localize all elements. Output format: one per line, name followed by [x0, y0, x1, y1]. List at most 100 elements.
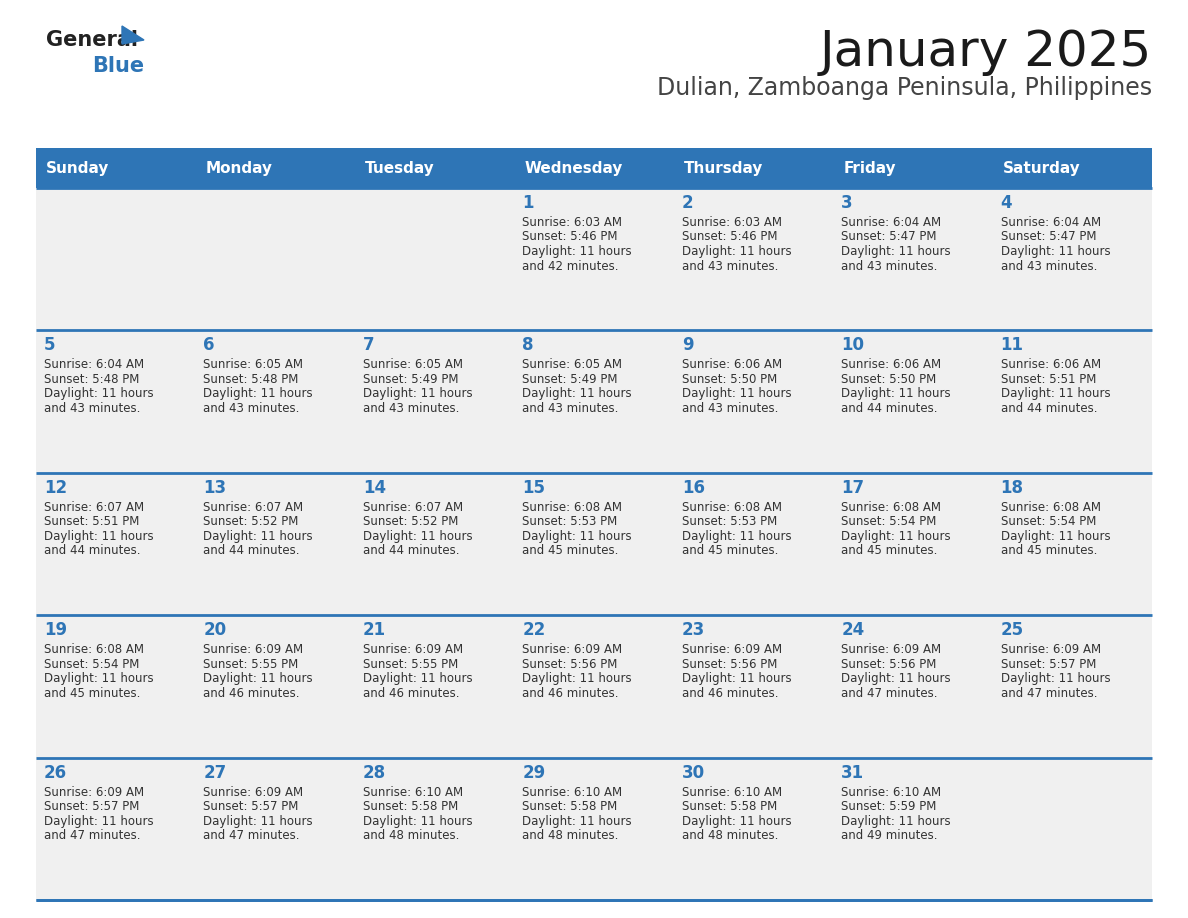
Bar [196, 188, 355, 330]
Text: 11: 11 [1000, 336, 1024, 354]
Text: and 43 minutes.: and 43 minutes. [362, 402, 460, 415]
Text: and 47 minutes.: and 47 minutes. [841, 687, 937, 700]
Bar [674, 330, 833, 473]
Text: Sunset: 5:57 PM: Sunset: 5:57 PM [44, 800, 139, 813]
Text: 22: 22 [523, 621, 545, 639]
Text: Sunset: 5:50 PM: Sunset: 5:50 PM [682, 373, 777, 386]
Bar [355, 188, 514, 330]
Text: Sunrise: 6:05 AM: Sunrise: 6:05 AM [203, 358, 303, 372]
Text: 10: 10 [841, 336, 864, 354]
Text: and 43 minutes.: and 43 minutes. [44, 402, 140, 415]
Text: 20: 20 [203, 621, 227, 639]
Text: Sunrise: 6:06 AM: Sunrise: 6:06 AM [841, 358, 941, 372]
Text: Sunrise: 6:08 AM: Sunrise: 6:08 AM [1000, 501, 1100, 514]
Text: Daylight: 11 hours: Daylight: 11 hours [362, 387, 473, 400]
Text: 12: 12 [44, 479, 68, 497]
Text: Daylight: 11 hours: Daylight: 11 hours [203, 387, 314, 400]
Text: Sunrise: 6:03 AM: Sunrise: 6:03 AM [523, 216, 623, 229]
Bar [833, 615, 992, 757]
Text: Daylight: 11 hours: Daylight: 11 hours [523, 387, 632, 400]
Text: Sunset: 5:55 PM: Sunset: 5:55 PM [203, 657, 298, 671]
Text: Daylight: 11 hours: Daylight: 11 hours [362, 672, 473, 685]
Text: Sunset: 5:52 PM: Sunset: 5:52 PM [203, 515, 299, 528]
Text: and 44 minutes.: and 44 minutes. [1000, 402, 1097, 415]
Bar [196, 473, 355, 615]
Text: Sunrise: 6:09 AM: Sunrise: 6:09 AM [841, 644, 941, 656]
Text: Sunset: 5:56 PM: Sunset: 5:56 PM [523, 657, 618, 671]
Text: 25: 25 [1000, 621, 1024, 639]
Text: 17: 17 [841, 479, 864, 497]
Bar [833, 473, 992, 615]
Text: Sunrise: 6:07 AM: Sunrise: 6:07 AM [362, 501, 463, 514]
Text: Sunset: 5:52 PM: Sunset: 5:52 PM [362, 515, 459, 528]
Text: Sunrise: 6:07 AM: Sunrise: 6:07 AM [203, 501, 304, 514]
Text: and 45 minutes.: and 45 minutes. [682, 544, 778, 557]
Text: and 46 minutes.: and 46 minutes. [203, 687, 299, 700]
Bar [196, 330, 355, 473]
Text: Daylight: 11 hours: Daylight: 11 hours [523, 672, 632, 685]
Text: Sunset: 5:46 PM: Sunset: 5:46 PM [682, 230, 777, 243]
Text: and 44 minutes.: and 44 minutes. [44, 544, 140, 557]
Text: Daylight: 11 hours: Daylight: 11 hours [682, 245, 791, 258]
Text: Sunset: 5:46 PM: Sunset: 5:46 PM [523, 230, 618, 243]
Text: Sunrise: 6:09 AM: Sunrise: 6:09 AM [44, 786, 144, 799]
Bar [514, 188, 674, 330]
Text: Daylight: 11 hours: Daylight: 11 hours [203, 530, 314, 543]
Text: Daylight: 11 hours: Daylight: 11 hours [682, 530, 791, 543]
Text: Sunrise: 6:10 AM: Sunrise: 6:10 AM [682, 786, 782, 799]
Bar [833, 757, 992, 900]
Bar [992, 615, 1152, 757]
Text: Daylight: 11 hours: Daylight: 11 hours [44, 672, 153, 685]
Text: Sunset: 5:58 PM: Sunset: 5:58 PM [523, 800, 618, 813]
Text: and 43 minutes.: and 43 minutes. [523, 402, 619, 415]
Text: Daylight: 11 hours: Daylight: 11 hours [44, 387, 153, 400]
Text: 30: 30 [682, 764, 704, 781]
Text: and 48 minutes.: and 48 minutes. [523, 829, 619, 842]
Text: 31: 31 [841, 764, 864, 781]
Text: and 43 minutes.: and 43 minutes. [203, 402, 299, 415]
Text: Sunset: 5:56 PM: Sunset: 5:56 PM [841, 657, 936, 671]
Text: Daylight: 11 hours: Daylight: 11 hours [1000, 387, 1111, 400]
Text: Daylight: 11 hours: Daylight: 11 hours [841, 245, 950, 258]
Text: Daylight: 11 hours: Daylight: 11 hours [523, 530, 632, 543]
Text: 24: 24 [841, 621, 865, 639]
Bar [674, 188, 833, 330]
Bar [674, 615, 833, 757]
Text: Sunset: 5:57 PM: Sunset: 5:57 PM [1000, 657, 1097, 671]
Text: Daylight: 11 hours: Daylight: 11 hours [523, 245, 632, 258]
Bar [833, 330, 992, 473]
Bar [355, 330, 514, 473]
Text: 21: 21 [362, 621, 386, 639]
Text: Sunrise: 6:10 AM: Sunrise: 6:10 AM [362, 786, 463, 799]
Text: 2: 2 [682, 194, 694, 212]
Text: Sunset: 5:49 PM: Sunset: 5:49 PM [362, 373, 459, 386]
Text: Sunset: 5:58 PM: Sunset: 5:58 PM [682, 800, 777, 813]
Text: Sunset: 5:51 PM: Sunset: 5:51 PM [1000, 373, 1097, 386]
Text: Daylight: 11 hours: Daylight: 11 hours [1000, 245, 1111, 258]
Text: and 45 minutes.: and 45 minutes. [523, 544, 619, 557]
Text: 18: 18 [1000, 479, 1024, 497]
Text: Sunrise: 6:08 AM: Sunrise: 6:08 AM [841, 501, 941, 514]
Bar [36, 473, 196, 615]
Text: Sunset: 5:59 PM: Sunset: 5:59 PM [841, 800, 936, 813]
Text: 1: 1 [523, 194, 533, 212]
Text: Sunset: 5:54 PM: Sunset: 5:54 PM [841, 515, 936, 528]
Text: Daylight: 11 hours: Daylight: 11 hours [523, 814, 632, 828]
Text: January 2025: January 2025 [820, 28, 1152, 76]
Text: Sunrise: 6:09 AM: Sunrise: 6:09 AM [203, 786, 304, 799]
Text: and 46 minutes.: and 46 minutes. [523, 687, 619, 700]
Text: Sunrise: 6:09 AM: Sunrise: 6:09 AM [362, 644, 463, 656]
Bar [992, 473, 1152, 615]
Bar [355, 473, 514, 615]
Text: 28: 28 [362, 764, 386, 781]
Bar [514, 615, 674, 757]
Bar [36, 188, 196, 330]
Text: Wednesday: Wednesday [524, 161, 623, 175]
Text: Thursday: Thursday [684, 161, 763, 175]
Text: Daylight: 11 hours: Daylight: 11 hours [841, 387, 950, 400]
Text: 7: 7 [362, 336, 374, 354]
Text: Daylight: 11 hours: Daylight: 11 hours [841, 814, 950, 828]
Text: Sunrise: 6:09 AM: Sunrise: 6:09 AM [1000, 644, 1101, 656]
Bar [992, 188, 1152, 330]
Text: Dulian, Zamboanga Peninsula, Philippines: Dulian, Zamboanga Peninsula, Philippines [657, 76, 1152, 100]
